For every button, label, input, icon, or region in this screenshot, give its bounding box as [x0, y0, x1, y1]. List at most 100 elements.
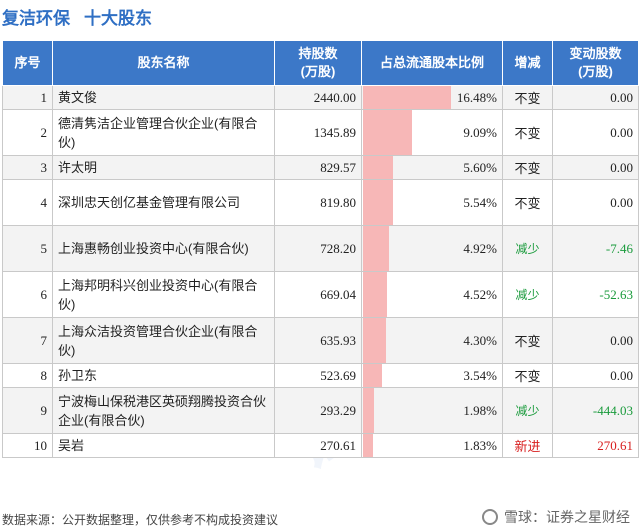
change-status: 不变	[502, 317, 553, 364]
change-status: 不变	[502, 85, 553, 110]
table-row: 8 孙卫东 523.69 3.54% 不变 0.00	[2, 363, 639, 388]
col-header-index: 序号	[2, 40, 53, 86]
ratio-label: 1.83%	[463, 437, 497, 453]
ratio-cell: 5.54%	[361, 179, 503, 226]
shares-held: 819.80	[274, 179, 362, 226]
shareholder-name: 德清隽洁企业管理合伙企业(有限合伙)	[52, 109, 275, 156]
ratio-cell: 4.92%	[361, 225, 503, 272]
ratio-label: 4.30%	[463, 332, 497, 348]
shares-held: 829.57	[274, 155, 362, 180]
shares-held: 728.20	[274, 225, 362, 272]
row-index: 6	[2, 271, 53, 318]
col-header-shares: 持股数 (万股)	[274, 40, 362, 86]
company-name: 复洁环保	[2, 8, 70, 28]
ratio-label: 3.54%	[463, 367, 497, 383]
shareholder-name: 黄文俊	[52, 85, 275, 110]
change-status: 减少	[502, 387, 553, 434]
table-row: 6 上海邦明科兴创业投资中心(有限合伙) 669.04 4.52% 减少 -52.63	[2, 271, 639, 318]
change-amount: 0.00	[552, 317, 639, 364]
table-row: 4 深圳忠天创亿基金管理有限公司 819.80 5.54% 不变 0.00	[2, 179, 639, 226]
change-status: 新进	[502, 433, 553, 458]
change-status: 不变	[502, 109, 553, 156]
ratio-bar	[363, 180, 393, 225]
table-row: 7 上海众洁投资管理合伙企业(有限合伙) 635.93 4.30% 不变 0.00	[2, 317, 639, 364]
ratio-cell: 4.30%	[361, 317, 503, 364]
change-status: 不变	[502, 155, 553, 180]
ratio-bar	[363, 156, 393, 179]
row-index: 8	[2, 363, 53, 388]
section-title: 十大股东	[84, 8, 152, 28]
shareholder-name: 深圳忠天创亿基金管理有限公司	[52, 179, 275, 226]
data-source-note: 数据来源：公开数据整理，仅供参考不构成投资建议	[2, 513, 279, 527]
change-status: 减少	[502, 271, 553, 318]
col-header-ratio: 占总流通股本比例	[361, 40, 503, 86]
shareholder-name: 吴岩	[52, 433, 275, 458]
row-index: 9	[2, 387, 53, 434]
ratio-cell: 1.83%	[361, 433, 503, 458]
brand-watermark: 雪球：证券之星财经	[482, 507, 630, 527]
col-header-change: 增减	[502, 40, 553, 86]
shares-held: 270.61	[274, 433, 362, 458]
ratio-label: 5.60%	[463, 159, 497, 175]
ratio-bar	[363, 272, 388, 317]
ratio-bar	[363, 388, 374, 433]
table-row: 9 宁波梅山保税港区英硕翔腾投资合伙企业(有限合伙) 293.29 1.98% 减少 -4…	[2, 387, 639, 434]
ratio-label: 16.48%	[456, 89, 497, 105]
page-title: 复洁环保 十大股东	[2, 4, 152, 28]
shareholder-name: 许太明	[52, 155, 275, 180]
row-index: 3	[2, 155, 53, 180]
col-header-name: 股东名称	[52, 40, 275, 86]
table-row: 5 上海惠畅创业投资中心(有限合伙) 728.20 4.92% 减少 -7.46	[2, 225, 639, 272]
ratio-label: 4.52%	[463, 286, 497, 302]
table-row: 3 许太明 829.57 5.60% 不变 0.00	[2, 155, 639, 180]
row-index: 10	[2, 433, 53, 458]
table-row: 2 德清隽洁企业管理合伙企业(有限合伙) 1345.89 9.09% 不变 0.00	[2, 109, 639, 156]
change-amount: -444.03	[552, 387, 639, 434]
snowball-logo-icon	[482, 509, 498, 525]
change-status: 不变	[502, 363, 553, 388]
change-amount: -52.63	[552, 271, 639, 318]
col-header-delta: 变动股数 (万股)	[552, 40, 639, 86]
ratio-bar	[363, 86, 451, 109]
ratio-bar	[363, 434, 373, 457]
table-header-row: 序号 股东名称 持股数 (万股) 占总流通股本比例 增减 变动股数 (万股)	[2, 40, 639, 86]
ratio-cell: 9.09%	[361, 109, 503, 156]
change-status: 减少	[502, 225, 553, 272]
change-amount: 270.61	[552, 433, 639, 458]
change-amount: -7.46	[552, 225, 639, 272]
ratio-label: 4.92%	[463, 240, 497, 256]
ratio-bar	[363, 226, 390, 271]
ratio-label: 9.09%	[463, 124, 497, 140]
brand-text: 雪球：证券之星财经	[504, 509, 630, 525]
table-row: 10 吴岩 270.61 1.83% 新进 270.61	[2, 433, 639, 458]
shares-held: 635.93	[274, 317, 362, 364]
row-index: 1	[2, 85, 53, 110]
ratio-label: 5.54%	[463, 194, 497, 210]
table-row: 1 黄文俊 2440.00 16.48% 不变 0.00	[2, 85, 639, 110]
change-amount: 0.00	[552, 109, 639, 156]
shareholder-name: 宁波梅山保税港区英硕翔腾投资合伙企业(有限合伙)	[52, 387, 275, 434]
shareholder-name: 上海邦明科兴创业投资中心(有限合伙)	[52, 271, 275, 318]
shares-held: 2440.00	[274, 85, 362, 110]
shareholder-name: 上海众洁投资管理合伙企业(有限合伙)	[52, 317, 275, 364]
shares-held: 1345.89	[274, 109, 362, 156]
row-index: 5	[2, 225, 53, 272]
shares-held: 523.69	[274, 363, 362, 388]
ratio-cell: 3.54%	[361, 363, 503, 388]
ratio-bar	[363, 318, 386, 363]
shareholder-name: 孙卫东	[52, 363, 275, 388]
ratio-bar	[363, 110, 412, 155]
ratio-cell: 16.48%	[361, 85, 503, 110]
change-amount: 0.00	[552, 179, 639, 226]
shareholders-table: 序号 股东名称 持股数 (万股) 占总流通股本比例 增减 变动股数 (万股) 1…	[2, 40, 639, 458]
shareholder-name: 上海惠畅创业投资中心(有限合伙)	[52, 225, 275, 272]
shares-held: 669.04	[274, 271, 362, 318]
shares-held: 293.29	[274, 387, 362, 434]
change-amount: 0.00	[552, 155, 639, 180]
row-index: 7	[2, 317, 53, 364]
ratio-cell: 5.60%	[361, 155, 503, 180]
row-index: 2	[2, 109, 53, 156]
change-status: 不变	[502, 179, 553, 226]
change-amount: 0.00	[552, 85, 639, 110]
ratio-cell: 4.52%	[361, 271, 503, 318]
